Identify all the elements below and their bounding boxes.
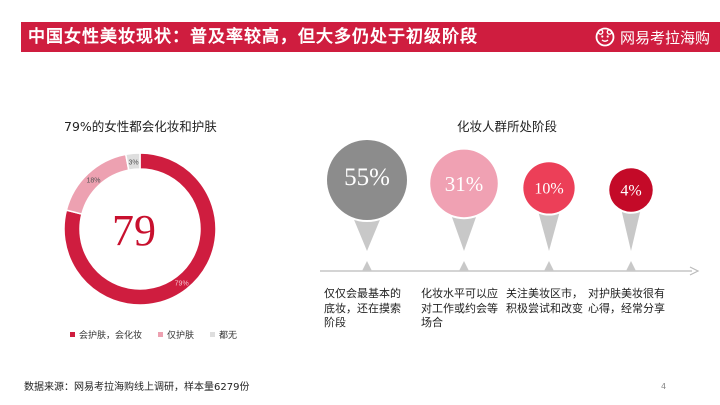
stage-bubble-4 [609,168,653,212]
donut-slice-label-1: 79% [175,281,189,288]
legend-swatch [158,332,164,337]
stage-axis-marker-4 [626,261,636,271]
stage-description-1: 仅仅会最基本的底妆，还在摸索阶段 [324,287,401,329]
page-number: 4 [661,382,667,391]
legend-swatch [210,332,216,337]
stage-value-2: 31% [445,172,484,196]
stage-bubble-3 [523,162,575,214]
donut-legend: 会护肤，会化妆 仅护肤 都无 [70,328,253,341]
legend-label: 都无 [219,331,238,341]
stage-description-2: 化妆水平可以应对工作或约会等场合 [421,287,498,329]
donut-chart-title: 79%的女性都会化妆和护肤 [64,119,217,134]
stage-axis-marker-3 [544,261,554,271]
title-banner: 中国女性美妆现状：普及率较高，但大多仍处于初级阶段 网易考拉海购 [21,22,720,52]
donut-slice-1 [63,152,217,306]
kaola-logo-icon [595,27,615,47]
legend-item-1: 会护肤，会化妆 [70,328,142,341]
timeline-arrow-icon [689,266,700,276]
donut-center-value: 79 [112,206,156,255]
stage-bubble-2 [430,149,498,218]
legend-swatch [70,332,75,337]
stage-axis-marker-2 [459,261,469,271]
stage-bubble-1 [327,140,407,220]
brand-name: 网易考拉海购 [619,28,710,47]
donut-slice-label-2: 18% [86,177,100,184]
legend-item-3: 都无 [210,328,237,341]
stage-value-4: 4% [620,183,641,200]
stage-axis-marker-1 [362,261,372,271]
donut-slice-label-3: 3% [129,159,139,166]
legend-label: 会护肤，会化妆 [79,331,143,341]
stage-value-1: 55% [344,164,390,191]
page-title: 中国女性美妆现状：普及率较高，但大多仍处于初级阶段 [28,27,478,47]
stage-description-3: 关注美妆区市，积极尝试和改变 [506,287,583,315]
legend-label: 仅护肤 [167,331,195,341]
donut-slice-3 [124,152,141,171]
brand-logo: 网易考拉海购 [595,26,710,48]
stages-chart-title: 化妆人群所处阶段 [457,119,558,134]
data-source-note: 数据来源：网易考拉海购线上调研，样本量6279份 [24,382,250,393]
legend-item-2: 仅护肤 [158,328,194,341]
stage-description-4: 对护肤美妆很有心得，经常分享 [588,287,665,315]
stage-value-3: 10% [534,180,563,197]
